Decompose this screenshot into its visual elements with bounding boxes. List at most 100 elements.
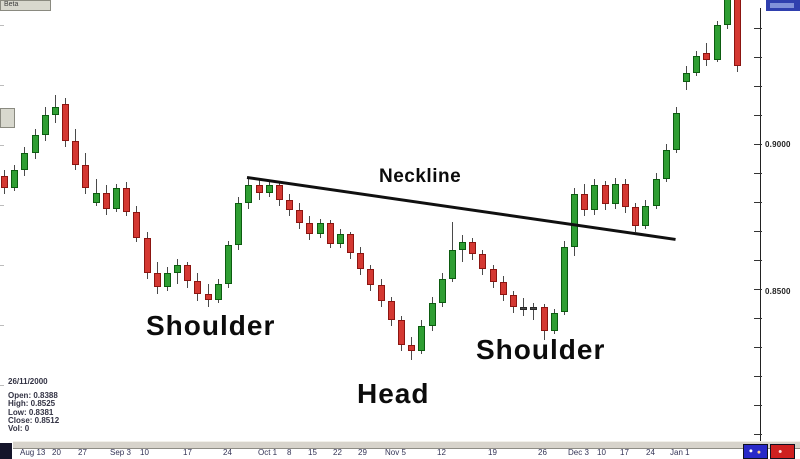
candle-body: [469, 242, 476, 254]
candle-body: [622, 184, 629, 207]
price-axis-line: [760, 8, 761, 442]
grid-dash: [0, 325, 4, 326]
date-axis-label: 10: [597, 448, 606, 457]
candle-body: [632, 207, 639, 226]
candle-body: [429, 303, 436, 326]
grid-dash: [0, 205, 4, 206]
candle-body: [327, 223, 334, 244]
candle-body: [52, 107, 59, 115]
candle-body: [205, 294, 212, 300]
candle-body: [510, 295, 517, 307]
candle-body: [541, 307, 548, 331]
left-edge-tag[interactable]: [0, 108, 15, 128]
candle-body: [490, 269, 497, 282]
date-axis-label: Nov 5: [385, 448, 406, 457]
x-axis-scrollbar[interactable]: [13, 441, 800, 449]
date-axis-label: 17: [183, 448, 192, 457]
candle-body: [693, 56, 700, 73]
window-icon-red[interactable]: [770, 444, 795, 459]
price-axis-tick: [754, 376, 762, 377]
date-axis-label: 12: [437, 448, 446, 457]
neckline-label: Neckline: [379, 166, 462, 187]
date-axis-label: 10: [140, 448, 149, 457]
candle-body: [449, 250, 456, 279]
candle-body: [551, 313, 558, 331]
price-axis-tick: [754, 86, 762, 87]
candle-body: [571, 194, 578, 247]
candle-body: [714, 25, 721, 60]
price-axis-tick: [754, 28, 762, 29]
ohlc-info-panel: 26/11/2000 Open: 0.8388 High: 0.8525 Low: …: [8, 377, 60, 434]
head-label: Head: [357, 378, 430, 409]
candle-body: [184, 265, 191, 281]
candle-body: [93, 193, 100, 203]
candle-body: [734, 0, 741, 66]
candle-body: [32, 135, 39, 153]
toolbar-tag[interactable]: Beta: [0, 0, 51, 11]
candle-body: [194, 281, 201, 294]
info-line: Open: 0.8388: [8, 391, 58, 401]
candle-body: [530, 307, 537, 310]
price-axis-tick: [754, 289, 762, 290]
candle-body: [367, 269, 374, 285]
price-axis-tick: [754, 202, 762, 203]
info-line: Vol: 0: [8, 424, 30, 434]
grid-dash: [0, 265, 4, 266]
candle-body: [357, 253, 364, 269]
info-lines: Open: 0.8388 High: 0.8525 Low: 0.8381 Close…: [8, 391, 60, 434]
candle-body: [561, 247, 568, 312]
candle-body: [581, 194, 588, 210]
date-axis-label: Oct 1: [258, 448, 278, 457]
info-line: Close: 0.8512: [8, 415, 60, 425]
price-axis-tick: [754, 57, 762, 58]
candle-body: [11, 170, 18, 188]
candle-body: [133, 212, 140, 238]
candle-body: [103, 193, 110, 209]
price-axis-tick: [754, 405, 762, 406]
window-icon-blue[interactable]: [743, 444, 768, 459]
price-axis-tick: [754, 260, 762, 261]
info-date: 26/11/2000: [8, 377, 48, 386]
candle-body: [276, 185, 283, 200]
candle-body: [174, 265, 181, 273]
candle-body: [347, 234, 354, 253]
price-axis-label: 0.8500: [765, 287, 791, 296]
candle-body: [459, 242, 466, 250]
right-shoulder-label: Shoulder: [476, 334, 606, 365]
date-axis-label: Aug 13: [20, 448, 46, 457]
candle-body: [154, 273, 161, 287]
candle-body: [215, 284, 222, 300]
grid-dash: [0, 25, 4, 26]
candle-body: [306, 223, 313, 234]
price-axis-tick: [754, 144, 762, 145]
price-axis-tick: [754, 231, 762, 232]
date-axis-label: Dec 3: [568, 448, 589, 457]
candle-body: [602, 185, 609, 204]
date-axis-label: 22: [333, 448, 342, 457]
titlebar-text-fragment: [770, 3, 794, 8]
candle-body: [673, 113, 680, 150]
candle-body: [72, 141, 79, 165]
candle-body: [337, 234, 344, 244]
candle-body: [113, 188, 120, 209]
date-axis-label: 15: [308, 448, 317, 457]
candle-body: [683, 73, 690, 82]
candle-body: [296, 210, 303, 223]
info-line: Low: 0.8381: [8, 407, 54, 417]
candle-body: [663, 150, 670, 179]
candle-body: [225, 245, 232, 284]
candle-body: [82, 165, 89, 188]
candle-body: [123, 188, 130, 212]
candle-body: [591, 185, 598, 210]
price-axis-tick: [754, 115, 762, 116]
candle-body: [62, 104, 69, 141]
date-axis-label: 24: [223, 448, 232, 457]
candle-body: [1, 176, 8, 188]
candle-body: [439, 279, 446, 303]
grid-dash: [0, 85, 4, 86]
scrollbar-corner: [0, 443, 12, 459]
